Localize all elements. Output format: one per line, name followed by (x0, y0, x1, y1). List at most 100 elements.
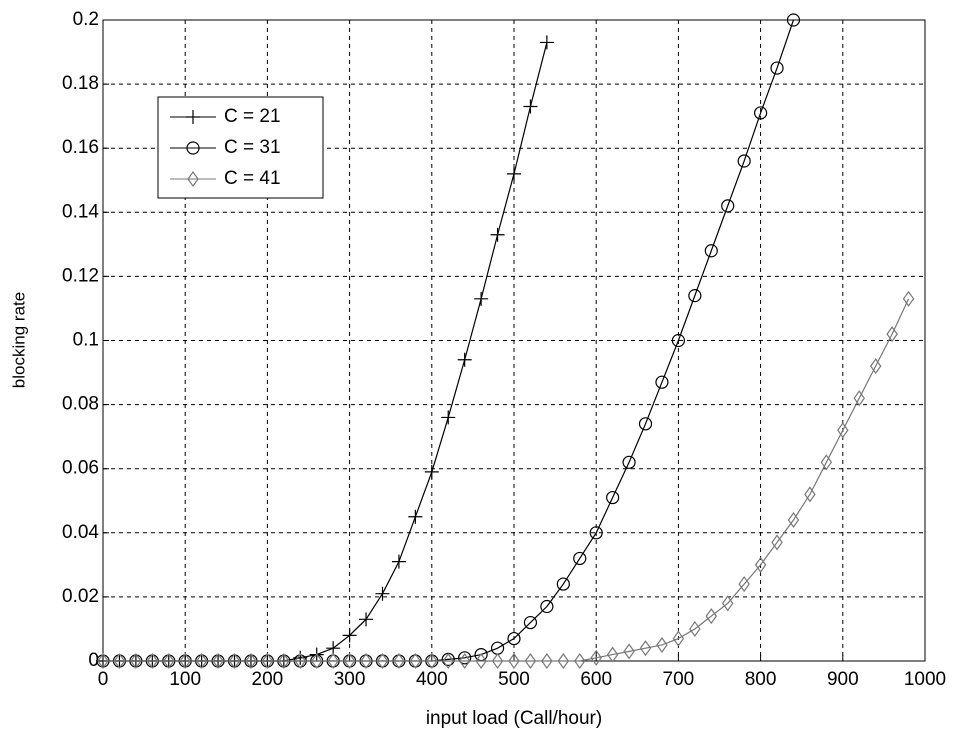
marker (343, 652, 356, 670)
marker (457, 352, 472, 367)
marker (393, 652, 405, 670)
marker (721, 199, 735, 213)
marker (704, 244, 718, 258)
marker (228, 652, 241, 670)
marker (869, 358, 882, 375)
marker (590, 649, 602, 666)
marker (639, 640, 652, 657)
x-tick-label: 400 (416, 669, 448, 690)
marker (688, 289, 702, 303)
marker (327, 652, 339, 670)
marker (606, 646, 619, 663)
marker (426, 652, 438, 670)
y-tick-label: 0.08 (62, 394, 99, 415)
marker (523, 99, 538, 114)
marker (245, 652, 257, 670)
y-tick-label: 0 (88, 650, 99, 671)
marker (376, 652, 389, 670)
x-tick-label: 500 (498, 669, 530, 690)
marker (770, 61, 784, 75)
y-tick-label: 0.1 (73, 330, 99, 351)
legend-label: C = 41 (224, 168, 281, 189)
marker (261, 652, 274, 670)
marker (606, 490, 620, 505)
marker (671, 333, 686, 348)
marker (738, 576, 750, 593)
marker (656, 636, 668, 654)
marker (326, 641, 341, 656)
marker (705, 608, 718, 625)
marker (886, 326, 898, 343)
x-tick-label: 900 (827, 669, 859, 690)
marker (458, 652, 471, 670)
marker (409, 652, 422, 670)
y-axis-label: blocking rate (9, 292, 28, 388)
y-tick-label: 0.14 (62, 201, 99, 222)
marker (474, 291, 489, 306)
marker (391, 554, 406, 569)
marker (97, 652, 109, 670)
marker (638, 417, 653, 431)
marker (524, 652, 537, 670)
y-tick-label: 0.02 (62, 586, 99, 607)
marker (212, 652, 224, 670)
marker (359, 612, 374, 627)
marker (163, 652, 175, 670)
marker (508, 652, 520, 670)
marker (475, 652, 487, 670)
marker (837, 422, 849, 439)
y-tick-label: 0.04 (62, 522, 99, 543)
marker (787, 511, 800, 529)
marker (820, 454, 833, 471)
y-tick-label: 0.06 (62, 458, 99, 479)
x-tick-label: 200 (252, 669, 284, 690)
x-axis-label: input load (Call/hour) (426, 708, 602, 729)
marker (441, 410, 456, 425)
x-tick-label: 600 (580, 669, 612, 690)
marker (278, 652, 290, 670)
marker (458, 651, 472, 665)
x-tick-label: 100 (169, 669, 201, 690)
legend-label: C = 21 (224, 106, 281, 127)
marker (786, 13, 801, 27)
marker (804, 486, 816, 503)
marker (187, 170, 199, 188)
marker (310, 652, 323, 670)
marker (573, 551, 587, 566)
marker (490, 227, 505, 242)
marker (556, 577, 570, 591)
marker (195, 652, 208, 670)
x-tick-label: 0 (98, 669, 109, 690)
x-tick-label: 700 (663, 669, 695, 690)
marker (754, 556, 767, 573)
marker (539, 35, 554, 50)
marker (186, 110, 200, 124)
y-tick-label: 0.2 (73, 9, 99, 30)
marker (113, 652, 126, 670)
marker (589, 526, 603, 540)
marker (179, 652, 191, 670)
marker (541, 652, 553, 670)
marker (146, 652, 159, 670)
marker (853, 390, 865, 407)
marker (622, 455, 636, 469)
marker (360, 652, 372, 670)
marker (771, 534, 783, 551)
marker (442, 652, 454, 670)
marker (574, 652, 586, 670)
marker (507, 631, 521, 646)
marker (186, 141, 200, 155)
marker (342, 628, 357, 643)
marker (540, 599, 554, 614)
marker (721, 595, 734, 612)
x-tick-label: 300 (334, 669, 366, 690)
marker (294, 652, 307, 670)
marker (424, 464, 439, 479)
y-tick-label: 0.12 (62, 265, 99, 286)
x-tick-label: 800 (745, 669, 777, 690)
marker (523, 615, 538, 630)
marker (557, 652, 570, 670)
marker (902, 290, 915, 307)
marker (130, 652, 142, 670)
